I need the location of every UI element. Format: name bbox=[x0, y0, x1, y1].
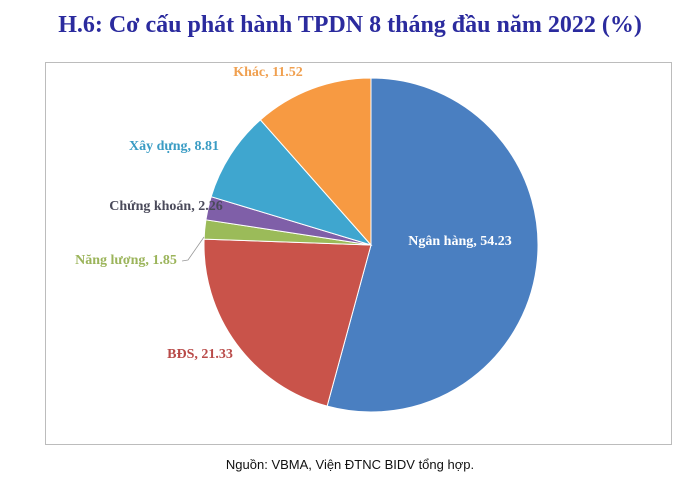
source-note: Nguồn: VBMA, Viện ĐTNC BIDV tổng hợp. bbox=[225, 457, 475, 472]
chart-frame bbox=[45, 62, 672, 445]
pie-slice-4 bbox=[210, 119, 373, 246]
data-label-3: Chứng khoán, 2.26 bbox=[109, 199, 222, 214]
data-label-1: BĐS, 21.33 bbox=[167, 347, 233, 362]
pie-slice-5 bbox=[259, 77, 372, 247]
pie-slice-0 bbox=[326, 77, 539, 413]
data-label-5: Khác, 11.52 bbox=[233, 65, 303, 80]
leader-line bbox=[181, 236, 205, 262]
pie-slice-1 bbox=[203, 238, 372, 407]
data-label-0: Ngân hàng, 54.23 bbox=[408, 234, 511, 249]
data-label-4: Xây dựng, 8.81 bbox=[129, 139, 219, 154]
chart-title: H.6: Cơ cấu phát hành TPDN 8 tháng đầu n… bbox=[58, 12, 642, 38]
data-label-2: Năng lượng, 1.85 bbox=[75, 253, 177, 268]
